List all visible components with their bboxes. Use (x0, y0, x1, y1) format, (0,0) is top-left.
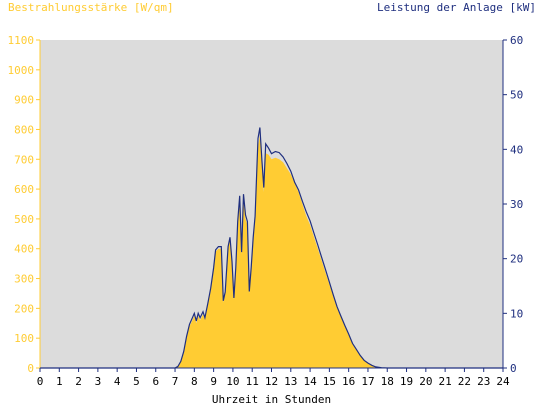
left-y-tick-label: 500 (14, 213, 34, 226)
x-tick-label: 8 (191, 375, 198, 388)
left-axis-title: Bestrahlungsstärke [W/qm] (8, 1, 174, 14)
right-axis-title: Leistung der Anlage [kW] (377, 1, 536, 14)
right-y-tick-label: 60 (510, 34, 523, 47)
left-y-tick-label: 100 (14, 332, 34, 345)
left-y-tick-label: 200 (14, 302, 34, 315)
right-y-tick-label: 0 (510, 362, 517, 375)
x-tick-label: 9 (210, 375, 217, 388)
x-tick-label: 5 (133, 375, 140, 388)
x-tick-label: 4 (114, 375, 121, 388)
left-y-tick-label: 0 (27, 362, 34, 375)
x-tick-label: 12 (265, 375, 278, 388)
x-tick-label: 7 (172, 375, 179, 388)
x-tick-label: 10 (226, 375, 239, 388)
x-tick-label: 13 (284, 375, 297, 388)
power-line (40, 127, 503, 369)
left-y-tick-label: 1000 (8, 64, 35, 77)
left-y-tick-label: 400 (14, 243, 34, 256)
right-y-tick-label: 10 (510, 307, 523, 320)
right-y-tick-label: 30 (510, 198, 523, 211)
left-y-tick-label: 300 (14, 273, 34, 286)
x-axis-title: Uhrzeit in Stunden (212, 393, 331, 406)
left-y-tick-label: 800 (14, 123, 34, 136)
x-tick-label: 18 (381, 375, 394, 388)
x-tick-label: 2 (75, 375, 82, 388)
x-tick-label: 24 (496, 375, 510, 388)
left-y-tick-label: 600 (14, 183, 34, 196)
x-tick-label: 19 (400, 375, 413, 388)
x-tick-label: 17 (361, 375, 374, 388)
x-tick-label: 21 (439, 375, 452, 388)
x-tick-label: 3 (95, 375, 102, 388)
x-tick-label: 0 (37, 375, 44, 388)
x-tick-label: 23 (477, 375, 490, 388)
x-tick-label: 16 (342, 375, 355, 388)
x-tick-label: 6 (152, 375, 159, 388)
right-y-tick-label: 40 (510, 143, 523, 156)
x-tick-label: 11 (246, 375, 259, 388)
left-y-tick-label: 1100 (8, 34, 35, 47)
x-tick-label: 14 (303, 375, 317, 388)
left-y-tick-label: 900 (14, 94, 34, 107)
left-y-tick-label: 700 (14, 153, 34, 166)
x-tick-label: 20 (419, 375, 432, 388)
right-y-tick-label: 20 (510, 253, 523, 266)
x-tick-label: 22 (458, 375, 471, 388)
irradiance-area (40, 135, 503, 368)
x-tick-label: 1 (56, 375, 63, 388)
right-y-tick-label: 50 (510, 89, 523, 102)
x-tick-label: 15 (323, 375, 336, 388)
